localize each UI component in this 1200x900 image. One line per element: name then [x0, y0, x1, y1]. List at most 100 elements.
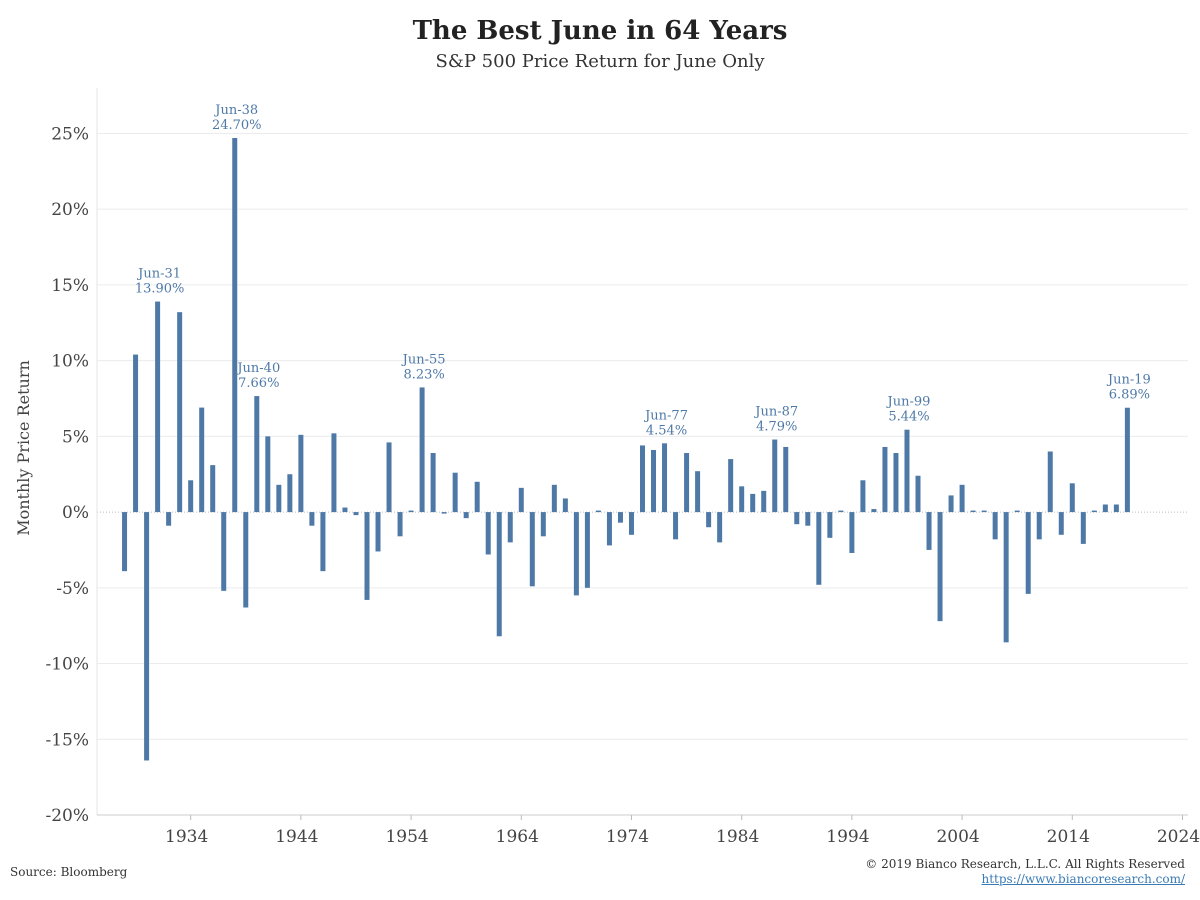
bar-2011 — [1036, 512, 1042, 540]
chart-subtitle: S&P 500 Price Return for June Only — [435, 51, 765, 72]
bar-2018 — [1113, 504, 1119, 513]
bar-1937 — [221, 512, 227, 591]
bar-1965 — [529, 512, 535, 587]
x-tick-label: 1944 — [275, 827, 318, 847]
bar-1989 — [794, 512, 800, 525]
bar-1932 — [166, 512, 172, 526]
bar-1933 — [177, 312, 183, 513]
y-tick-label: -10% — [45, 655, 89, 675]
x-tick-label: 1934 — [165, 827, 208, 847]
bar-1957 — [441, 512, 447, 514]
bar-1940 — [254, 396, 260, 513]
y-tick-label: 15% — [51, 276, 89, 296]
bars — [122, 137, 1130, 761]
bar-1943 — [287, 474, 293, 513]
bar-1968 — [562, 498, 568, 513]
bar-2015 — [1080, 512, 1086, 544]
bar-1941 — [265, 436, 271, 513]
y-tick-label: -5% — [56, 579, 89, 599]
annotation-value: 5.44% — [888, 410, 929, 425]
annotation-value: 13.90% — [135, 282, 185, 297]
bar-2016 — [1091, 510, 1097, 513]
bar-1983 — [728, 459, 734, 513]
annotation-value: 7.66% — [238, 376, 279, 391]
bar-1962 — [496, 512, 502, 637]
bar-1936 — [210, 465, 216, 513]
bar-2006 — [981, 510, 987, 513]
x-tick-label: 1994 — [826, 827, 869, 847]
bar-1958 — [452, 472, 458, 513]
y-tick-label: -15% — [45, 730, 89, 750]
bar-1984 — [739, 486, 745, 513]
bar-1942 — [276, 484, 282, 513]
bar-2010 — [1025, 512, 1031, 594]
bar-1944 — [298, 434, 304, 513]
bar-1978 — [673, 512, 679, 540]
annotation-label: Jun-55 — [401, 352, 446, 367]
annotation-value: 24.70% — [212, 118, 262, 133]
bar-1995 — [860, 480, 866, 513]
bar-1970 — [584, 512, 590, 588]
bar-2017 — [1102, 504, 1108, 513]
bar-2007 — [992, 512, 998, 540]
bar-1996 — [871, 509, 877, 513]
bar-2019 — [1124, 407, 1130, 513]
x-tick-label: 1974 — [606, 827, 649, 847]
bar-1959 — [463, 512, 469, 519]
bar-2008 — [1003, 512, 1009, 643]
bar-1975 — [640, 445, 645, 513]
bar-1980 — [695, 471, 701, 513]
bar-1994 — [849, 512, 855, 553]
bar-2013 — [1058, 512, 1064, 535]
bar-1971 — [595, 510, 601, 513]
bar-1963 — [507, 512, 513, 543]
annotation-label: Jun-31 — [136, 267, 181, 282]
bar-1974 — [628, 512, 634, 535]
copyright-text: © 2019 Bianco Research, L.L.C. All Right… — [865, 857, 1185, 871]
bar-1951 — [375, 512, 381, 552]
annotation-value: 6.89% — [1109, 388, 1150, 403]
copyright-block: © 2019 Bianco Research, L.L.C. All Right… — [865, 857, 1185, 887]
bar-1928 — [122, 512, 128, 572]
annotation-label: Jun-77 — [643, 408, 688, 423]
x-tick-label: 2004 — [936, 827, 979, 847]
y-tick-label: 5% — [62, 427, 89, 447]
x-tick-label: 1954 — [385, 827, 428, 847]
bar-1953 — [397, 512, 403, 537]
x-tick-label: 1984 — [716, 827, 759, 847]
annotation-value: 4.79% — [756, 420, 797, 435]
annotation-value: 4.54% — [646, 423, 687, 438]
x-tick-label: 2014 — [1047, 827, 1090, 847]
x-axis: 1934 1944 1954 1964 1974 1984 1994 2004 2014 2024 — [97, 814, 1200, 847]
bar-1947 — [331, 433, 337, 513]
annotation-label: Jun-99 — [886, 395, 931, 410]
annotation-label: Jun-19 — [1106, 373, 1151, 388]
bar-2005 — [970, 510, 976, 513]
y-tick-label: 25% — [51, 124, 89, 144]
bar-2000 — [915, 475, 921, 513]
bar-1956 — [430, 453, 436, 513]
bar-1993 — [838, 510, 844, 513]
bar-1952 — [386, 442, 392, 513]
y-tick-label: 0% — [62, 503, 89, 523]
source-note: Source: Bloomberg — [10, 865, 128, 879]
y-axis-label: Monthly Price Return — [14, 360, 33, 536]
bar-1948 — [342, 507, 348, 513]
bar-2014 — [1069, 483, 1075, 513]
bar-1930 — [144, 512, 150, 761]
bar-1938 — [232, 137, 238, 513]
bar-1950 — [364, 512, 370, 600]
bar-1961 — [485, 512, 491, 555]
x-tick-label: 1964 — [496, 827, 539, 847]
y-tick-label: -20% — [45, 806, 89, 826]
website-link[interactable]: https://www.biancoresearch.com/ — [981, 872, 1185, 886]
bar-1991 — [816, 512, 822, 585]
bar-1954 — [408, 510, 414, 513]
bar-1949 — [353, 512, 359, 516]
y-axis: -20% -15% -10% -5% 0% 5% 10% 15% 20% 25% — [45, 88, 98, 826]
bar-1977 — [662, 443, 668, 513]
bar-1987 — [772, 439, 778, 513]
bar-1990 — [805, 512, 811, 526]
bar-1999 — [904, 429, 910, 513]
